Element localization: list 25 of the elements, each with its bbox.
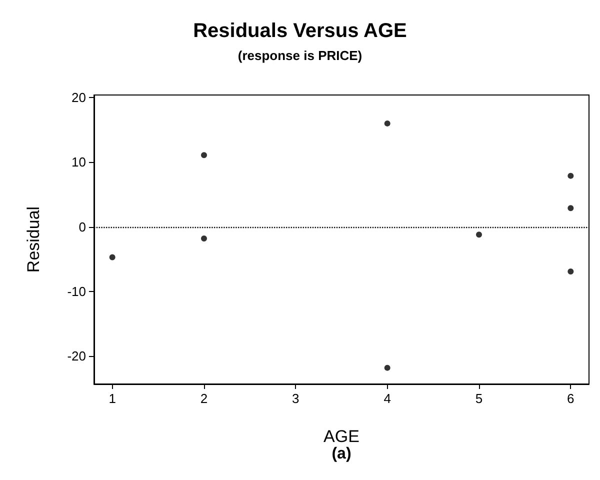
chart-subtitle: (response is PRICE) [238,48,362,63]
point [201,152,207,158]
y-tick-label: -20 [67,348,86,364]
x-axis-title: AGE [324,427,360,446]
point [384,364,390,371]
x-tick-label: 2 [200,391,208,406]
x-tick-label: 4 [384,391,391,406]
y-axis-title: Residual [24,206,43,273]
x-tick-label: 1 [108,391,116,406]
point [201,236,207,242]
y-tick-label: -10 [67,284,86,300]
y-tick-label: 0 [78,219,86,234]
x-tick-label: 6 [567,391,574,406]
text: (a) [332,446,352,462]
point [384,120,390,126]
point [568,268,574,274]
point [476,232,482,238]
point [109,254,116,260]
y-tick-label: 20 [72,90,86,106]
point [568,172,574,179]
x-tick-label: 5 [475,391,483,406]
y-tick-label: 10 [72,154,86,170]
x-tick-label: 3 [292,391,300,406]
point [568,205,574,212]
chart-title: Residuals Versus AGE [193,20,407,42]
